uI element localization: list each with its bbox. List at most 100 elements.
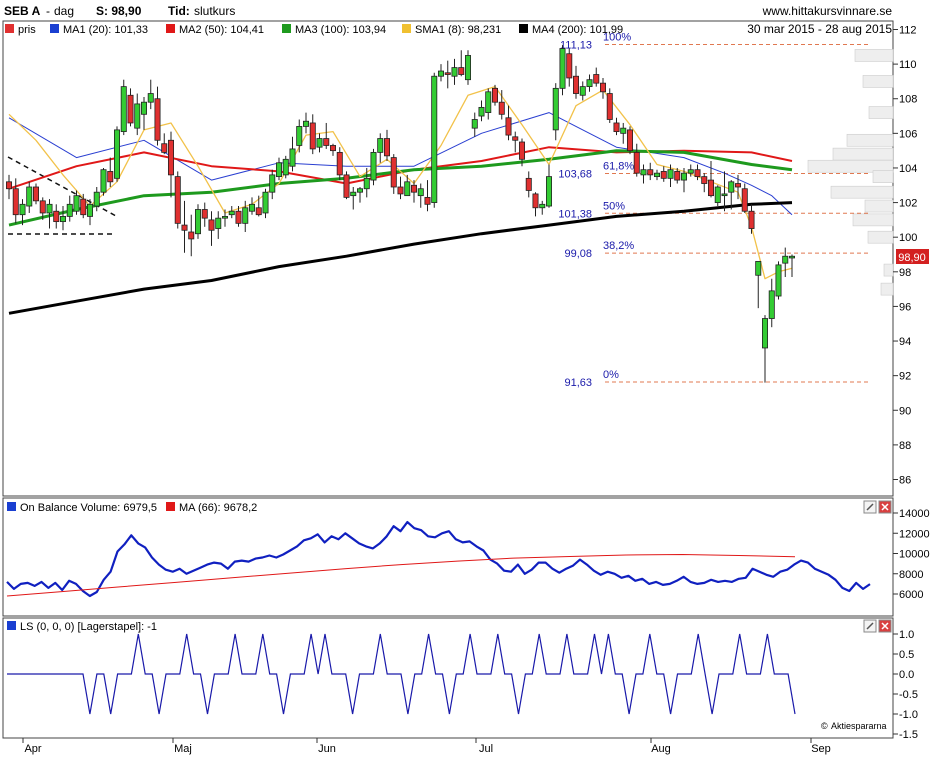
candle-up xyxy=(789,255,796,259)
x-axis: Apr Maj Jun Jul Aug Sep xyxy=(22,738,831,755)
legend-label-sma1: SMA1 (8): 98,231 xyxy=(415,24,501,36)
candle-down xyxy=(188,231,195,240)
last-price-value: 98,90 xyxy=(898,252,926,264)
ls-tick-label: 0.5 xyxy=(899,649,914,661)
candle-down xyxy=(383,138,390,157)
candle-down xyxy=(694,169,701,178)
candle-up xyxy=(464,55,471,81)
ls-axis: 1.0 0.5 0.0 -0.5 -1.0 -1.5 xyxy=(893,629,918,741)
candle-up xyxy=(546,176,553,207)
legend-swatch-ma2 xyxy=(166,24,175,33)
candle-up xyxy=(26,186,33,207)
candle-down xyxy=(505,117,512,136)
candle-up xyxy=(404,181,411,197)
legend-label-ma4: MA4 (200): 101,99 xyxy=(532,24,623,36)
candle-down xyxy=(498,101,505,115)
candle-down xyxy=(329,145,336,152)
candle-up xyxy=(782,255,789,264)
price-tick-label: 92 xyxy=(899,371,911,383)
candle-up xyxy=(46,203,53,214)
candle-up xyxy=(539,203,546,209)
ls-title: LS (0, 0, 0) [Lagerstapel]: -1 xyxy=(20,621,157,633)
candle-up xyxy=(19,203,26,216)
candle-up xyxy=(485,91,492,113)
price-tick-label: 88 xyxy=(899,440,911,452)
price-tick-label: 110 xyxy=(899,59,917,71)
ma200-line xyxy=(8,201,793,315)
obv-tick-label: 8000 xyxy=(899,569,923,581)
candle-up xyxy=(316,138,323,148)
obv-ma-title: MA (66): 9678,2 xyxy=(179,502,257,514)
candle-up xyxy=(73,195,80,212)
legend-label-ma2: MA2 (50): 104,41 xyxy=(179,24,264,36)
price-tick-label: 86 xyxy=(899,475,911,487)
candle-up xyxy=(579,86,586,96)
obv-tick-label: 10000 xyxy=(899,549,930,561)
fib-pct-label: 38,2% xyxy=(603,240,634,252)
month-label: Jul xyxy=(479,743,493,755)
candle-up xyxy=(356,188,363,193)
candle-up xyxy=(282,158,289,176)
fib-pct-label: 61,8% xyxy=(603,161,634,173)
obv-tick-label: 14000 xyxy=(899,508,930,520)
candle-down xyxy=(525,177,532,191)
candle-up xyxy=(66,203,73,217)
volume-profile-bar xyxy=(868,106,894,119)
close-icon xyxy=(881,622,889,630)
candle-down xyxy=(255,207,262,216)
candle-up xyxy=(350,191,357,197)
obv-tick-label: 12000 xyxy=(899,528,930,540)
candle-up xyxy=(728,181,735,193)
fib-price-label: 99,08 xyxy=(564,248,592,260)
ls-wrench-button[interactable] xyxy=(863,619,877,633)
volume-profile-bar xyxy=(883,263,894,277)
candle-up xyxy=(60,216,67,223)
candle-up xyxy=(215,217,222,229)
candle-up xyxy=(147,93,154,103)
credit-label: Aktiespararna xyxy=(831,721,887,731)
ticker: SEB A xyxy=(4,4,41,18)
candle-down xyxy=(174,176,181,224)
candle-down xyxy=(127,94,134,124)
volume-profile-bar xyxy=(852,213,894,227)
candle-up xyxy=(302,120,309,127)
candle-down xyxy=(390,157,397,188)
candle-up xyxy=(640,169,647,176)
candle-up xyxy=(363,177,370,190)
obv-close-button[interactable] xyxy=(878,500,892,514)
candle-down xyxy=(633,151,640,174)
obv-title: On Balance Volume: 6979,5 xyxy=(20,502,157,514)
candle-up xyxy=(120,86,127,133)
candle-down xyxy=(39,200,46,214)
candle-down xyxy=(424,196,431,205)
legend: pris MA1 (20): 101,33 MA2 (50): 104,41 M… xyxy=(5,24,623,36)
ls-tick-label: -1.0 xyxy=(899,709,918,721)
legend-label-ma3: MA3 (100): 103,94 xyxy=(295,24,386,36)
candle-up xyxy=(687,169,694,174)
obv-lines xyxy=(6,520,871,598)
candle-up xyxy=(134,103,141,129)
obv-ma-legend-swatch xyxy=(166,502,175,511)
obv-line xyxy=(6,520,871,598)
candle-down xyxy=(519,141,526,160)
legend-label-ma1: MA1 (20): 101,33 xyxy=(63,24,148,36)
candle-up xyxy=(451,67,458,77)
candle-down xyxy=(161,143,168,153)
candle-up xyxy=(478,106,485,117)
obv-wrench-button[interactable] xyxy=(863,500,877,514)
ls-close-button[interactable] xyxy=(878,619,892,633)
legend-label-pris: pris xyxy=(18,24,36,36)
candle-down xyxy=(208,219,215,231)
legend-swatch-sma1 xyxy=(402,24,411,33)
candle-down xyxy=(627,129,634,152)
candle-up xyxy=(417,188,424,197)
date-range: 30 mar 2015 - 28 aug 2015 xyxy=(747,22,892,36)
candle-down xyxy=(647,169,654,176)
price-axis: 86 88 90 92 94 96 98 100 102 104 106 108 110 112 xyxy=(893,25,917,487)
candle-up xyxy=(768,290,775,319)
volume-profile-bar xyxy=(832,147,894,161)
close-icon xyxy=(881,503,889,511)
candle-up xyxy=(228,210,235,216)
fib-pct-label: 0% xyxy=(603,369,619,381)
price-tick-label: 90 xyxy=(899,405,911,417)
